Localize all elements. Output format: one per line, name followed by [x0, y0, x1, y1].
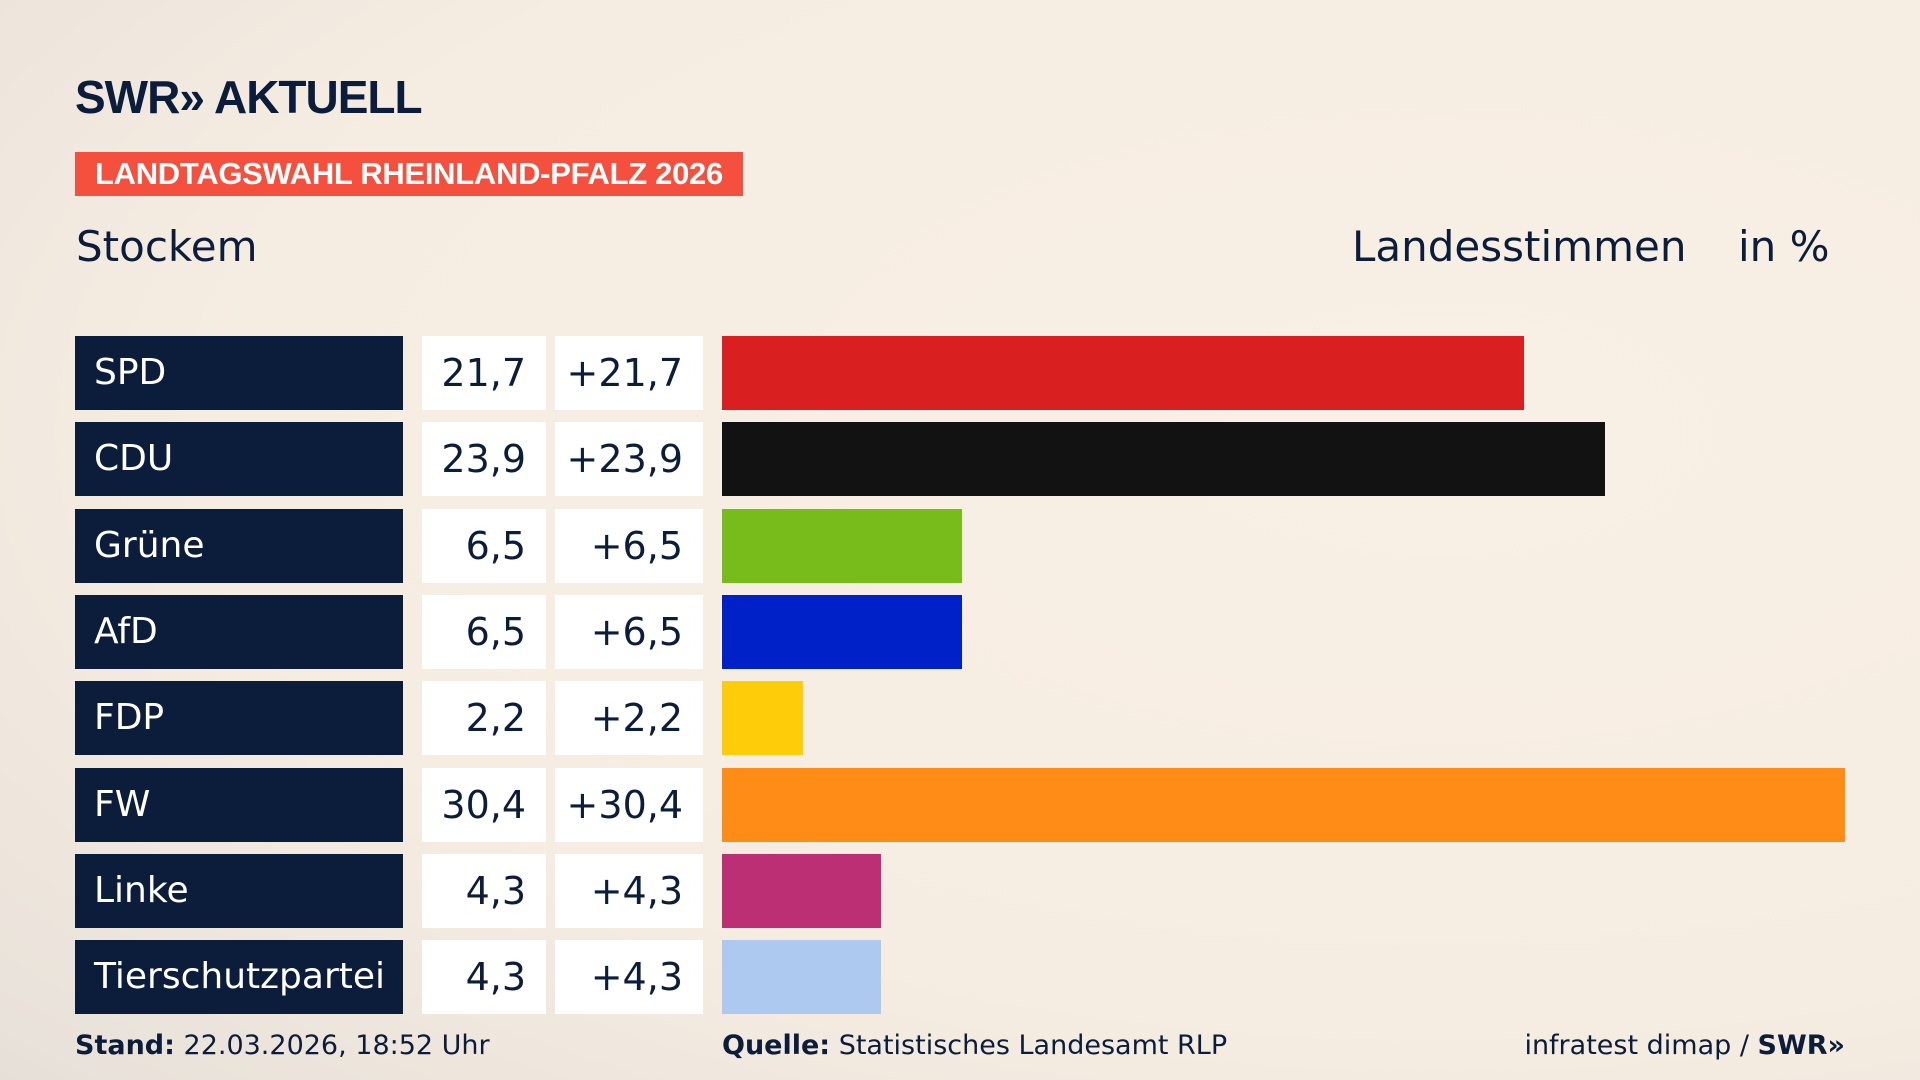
party-row: FW 30,4 +30,4: [0, 767, 1920, 842]
party-value: 4,3: [422, 940, 546, 1015]
stand-value: 22.03.2026, 18:52 Uhr: [183, 1030, 490, 1061]
credit: infratest dimap / SWR»: [1524, 1030, 1845, 1061]
party-bar: [722, 681, 804, 756]
measure-label: Landesstimmen: [1352, 222, 1687, 271]
party-row: Tierschutzpartei 4,3 +4,3: [0, 940, 1920, 1015]
party-name: FDP: [75, 681, 403, 756]
party-diff: +4,3: [555, 940, 703, 1015]
party-name: CDU: [75, 422, 403, 497]
party-diff: +6,5: [555, 594, 703, 669]
source-value: Statistisches Landesamt RLP: [838, 1030, 1228, 1061]
party-bar: [722, 508, 963, 583]
party-name: FW: [75, 767, 403, 842]
place-title: Stockem: [76, 222, 258, 271]
party-diff: +4,3: [555, 853, 703, 928]
party-value: 30,4: [422, 767, 546, 842]
party-value: 6,5: [422, 594, 546, 669]
party-diff: +6,5: [555, 508, 703, 583]
source-label: Quelle:: [722, 1030, 831, 1061]
party-value: 21,7: [422, 336, 546, 410]
party-diff: +23,9: [555, 422, 703, 497]
party-name: Tierschutzpartei: [75, 940, 403, 1015]
timestamp: Stand: 22.03.2026, 18:52 Uhr: [75, 1030, 490, 1061]
party-name: SPD: [75, 336, 403, 410]
swr-brand: SWR»: [1757, 1030, 1845, 1061]
party-diff: +2,2: [555, 681, 703, 756]
party-value: 23,9: [422, 422, 546, 497]
party-bar: [722, 422, 1605, 497]
source: Quelle: Statistisches Landesamt RLP: [722, 1030, 1227, 1061]
party-bar: [722, 940, 881, 1015]
party-name: Linke: [75, 853, 403, 928]
party-row: CDU 23,9 +23,9: [0, 422, 1920, 497]
party-name: AfD: [75, 594, 403, 669]
party-value: 6,5: [422, 508, 546, 583]
party-row: Linke 4,3 +4,3: [0, 853, 1920, 928]
party-name: Grüne: [75, 508, 403, 583]
party-bar: [722, 853, 881, 928]
unit-label: in %: [1738, 222, 1830, 271]
party-row: AfD 6,5 +6,5: [0, 594, 1920, 669]
party-row: FDP 2,2 +2,2: [0, 681, 1920, 756]
party-bar: [722, 594, 963, 669]
swr-aktuell-logo: SWR» AKTUELL: [75, 71, 423, 123]
party-diff: +21,7: [555, 336, 703, 410]
party-bar: [722, 336, 1524, 410]
election-banner: LANDTAGSWAHL RHEINLAND-PFALZ 2026: [75, 152, 743, 196]
party-value: 4,3: [422, 853, 546, 928]
party-row: Grüne 6,5 +6,5: [0, 508, 1920, 583]
stand-label: Stand:: [75, 1030, 175, 1061]
party-bar: [722, 767, 1845, 842]
party-value: 2,2: [422, 681, 546, 756]
party-diff: +30,4: [555, 767, 703, 842]
credit-text: infratest dimap /: [1524, 1030, 1758, 1061]
party-row: SPD 21,7 +21,7: [0, 336, 1920, 410]
